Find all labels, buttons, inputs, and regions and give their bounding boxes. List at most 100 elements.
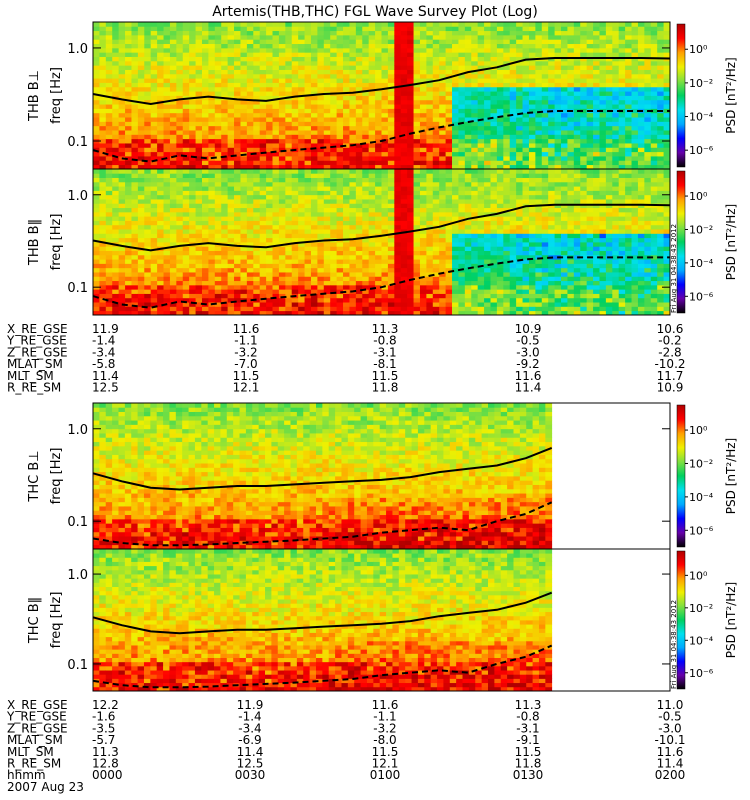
heatmap-cell — [650, 47, 658, 53]
heatmap-cell — [227, 22, 235, 27]
heatmap-cell — [445, 22, 453, 27]
heatmap-cell — [93, 34, 100, 40]
heatmap-cell — [195, 250, 203, 256]
heatmap-cell — [176, 199, 184, 204]
heatmap-cell — [234, 306, 241, 312]
heatmap-cell — [637, 125, 645, 131]
heatmap-cell — [291, 34, 299, 40]
heatmap-cell — [618, 130, 626, 135]
heatmap-cell — [355, 173, 363, 178]
heatmap-cell — [561, 160, 568, 166]
heatmap-cell — [189, 125, 196, 131]
heatmap-cell — [612, 156, 620, 161]
heatmap-cell — [272, 78, 280, 83]
heatmap-cell — [343, 224, 350, 230]
heatmap-cell — [144, 242, 152, 247]
heatmap-cell — [330, 104, 338, 109]
heatmap-cell — [516, 30, 523, 36]
heatmap-cell — [125, 194, 132, 200]
heatmap-cell — [605, 26, 613, 32]
heatmap-cell — [112, 34, 120, 40]
heatmap-cell — [657, 78, 664, 83]
heatmap-cell — [484, 22, 491, 27]
heatmap-cell — [509, 134, 517, 140]
heatmap-cell — [285, 211, 293, 217]
heatmap-cell — [317, 125, 325, 131]
heatmap-cell — [144, 280, 152, 286]
heatmap-cell — [189, 246, 196, 251]
heatmap-cell — [105, 56, 113, 62]
heatmap-cell — [291, 242, 299, 247]
heatmap-cell — [400, 26, 408, 32]
heatmap-cell — [432, 56, 440, 62]
heatmap-cell — [644, 82, 652, 88]
heatmap-cell — [272, 224, 280, 230]
heatmap-cell — [144, 73, 152, 79]
heatmap-cell — [272, 284, 280, 290]
heatmap-cell — [573, 160, 581, 166]
heatmap-cell — [458, 91, 466, 96]
heatmap-cell — [413, 130, 421, 135]
heatmap-cell — [317, 229, 325, 234]
heatmap-cell — [278, 138, 286, 144]
heatmap-cell — [362, 95, 370, 101]
heatmap-cell — [509, 104, 517, 109]
heatmap-cell — [612, 47, 620, 53]
heatmap-cell — [240, 216, 248, 221]
heatmap-cell — [541, 121, 549, 127]
heatmap-cell — [234, 224, 241, 230]
heatmap-cell — [362, 52, 370, 57]
heatmap-cell — [400, 280, 408, 286]
heatmap-cell — [336, 280, 344, 286]
heatmap-cell — [637, 39, 645, 45]
heatmap-cell — [407, 117, 414, 122]
heatmap-cell — [234, 164, 241, 170]
heatmap-cell — [99, 297, 107, 303]
heatmap-cell — [112, 199, 120, 204]
heatmap-cell — [131, 65, 139, 70]
heatmap-cell — [541, 143, 549, 148]
heatmap-cell — [105, 173, 113, 178]
heatmap-cell — [144, 224, 152, 230]
heatmap-cell — [580, 52, 588, 57]
heatmap-cell — [214, 284, 222, 290]
heatmap-cell — [298, 207, 305, 213]
heatmap-cell — [413, 69, 421, 75]
heatmap-cell — [298, 121, 305, 127]
heatmap-cell — [432, 302, 440, 307]
heatmap-cell — [169, 151, 177, 157]
heatmap-cell — [125, 78, 132, 83]
heatmap-cell — [323, 216, 331, 221]
heatmap-cell — [426, 26, 434, 32]
heatmap-cell — [298, 220, 305, 226]
heatmap-cell — [394, 65, 402, 70]
heatmap-cell — [93, 95, 100, 101]
heatmap-cell — [349, 186, 357, 191]
heatmap-cell — [208, 216, 216, 221]
heatmap-cell — [93, 237, 100, 243]
heatmap-cell — [298, 203, 305, 209]
heatmap-cell — [291, 164, 299, 170]
heatmap-cell — [195, 284, 203, 290]
heatmap-cell — [368, 91, 376, 96]
heatmap-cell — [304, 121, 312, 127]
heatmap-cell — [118, 43, 126, 49]
heatmap-cell — [330, 117, 338, 122]
heatmap-cell — [176, 104, 184, 109]
heatmap-cell — [285, 272, 293, 277]
heatmap-cell — [137, 130, 145, 135]
heatmap-cell — [618, 151, 626, 157]
heatmap-cell — [201, 211, 209, 217]
heatmap-cell — [253, 267, 261, 273]
heatmap-cell — [227, 310, 235, 316]
heatmap-cell — [118, 95, 126, 101]
heatmap-cell — [439, 99, 447, 105]
heatmap-cell — [304, 181, 312, 187]
heatmap-cell — [323, 254, 331, 260]
heatmap-cell — [343, 22, 350, 27]
heatmap-cell — [445, 143, 453, 148]
heatmap-cell — [432, 99, 440, 105]
heatmap-cell — [464, 91, 472, 96]
heatmap-cell — [394, 190, 402, 196]
heatmap-cell — [105, 130, 113, 135]
